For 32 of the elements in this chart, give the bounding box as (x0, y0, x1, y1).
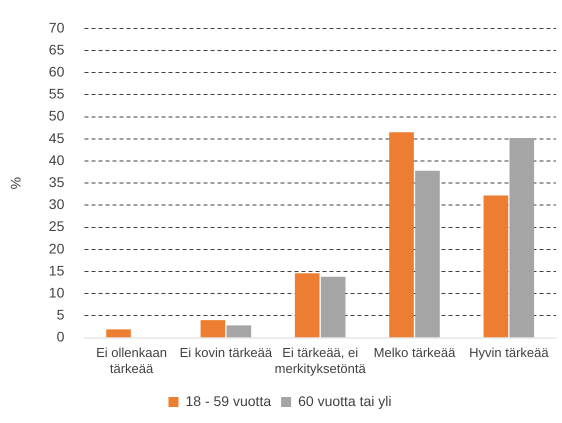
bar (106, 329, 131, 338)
legend-label: 18 - 59 vuotta (186, 392, 272, 409)
y-tick-label: 15 (48, 262, 65, 278)
y-axis-title: % (7, 176, 24, 190)
bar (200, 320, 226, 338)
x-tick-label: Ei tärkeää, ei merkityksetöntä (274, 345, 366, 376)
y-tick-label: 60 (48, 63, 65, 80)
y-tick-label: 25 (48, 218, 65, 234)
x-tick-label: Hyvin tärkeää (469, 345, 550, 360)
y-tick-label: 35 (48, 174, 65, 190)
bar (294, 273, 320, 338)
y-tick-label: 65 (48, 41, 65, 58)
x-tick-label: Ei kovin tärkeää (180, 345, 273, 360)
y-tick-label: 50 (48, 108, 65, 124)
bar (509, 138, 534, 338)
y-tick-label: 0 (56, 328, 65, 345)
y-tick-label: 70 (48, 19, 65, 36)
y-tick-label: 10 (48, 284, 65, 300)
bar (320, 276, 346, 338)
bar (484, 195, 508, 338)
y-tick-label: 20 (48, 240, 65, 256)
y-tick-label: 5 (56, 306, 65, 323)
bar (389, 132, 414, 338)
y-tick-label: 55 (48, 86, 65, 102)
x-tick-label: Melko tärkeää (374, 345, 456, 360)
y-tick-label: 45 (48, 130, 65, 146)
x-tick-label: Ei ollenkaan tärkeää (96, 345, 167, 376)
bar (415, 170, 440, 338)
legend-label: 60 vuotta tai yli (298, 392, 392, 409)
bar (226, 325, 252, 338)
y-tick-label: 40 (48, 152, 65, 168)
y-tick-label: 30 (48, 196, 65, 212)
